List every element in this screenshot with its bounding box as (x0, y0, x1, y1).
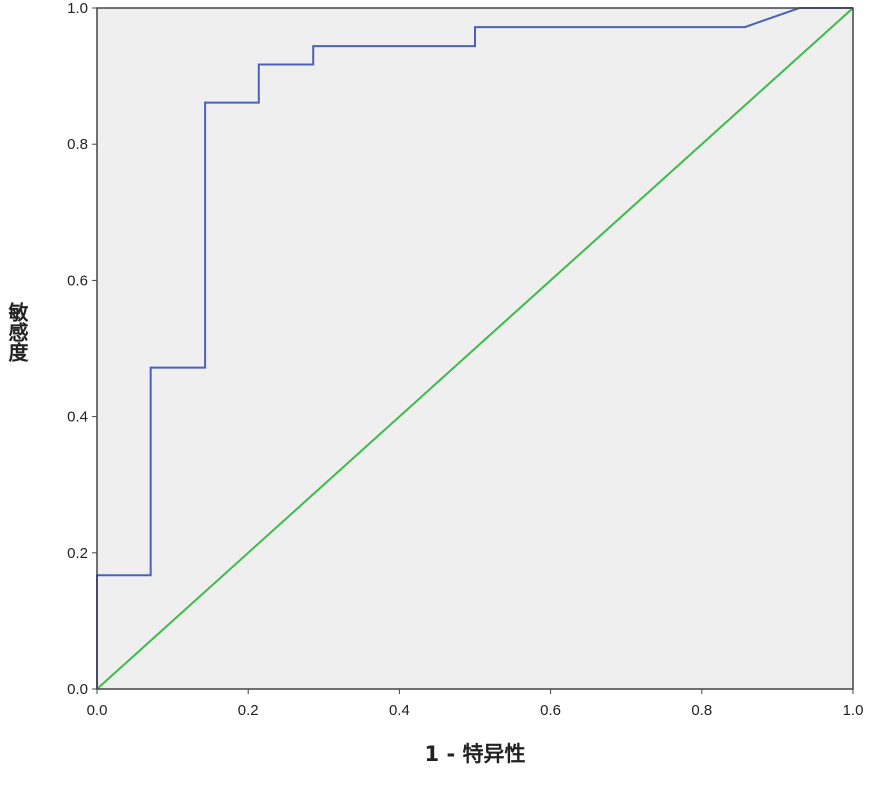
x-tick-label: 0.8 (691, 702, 712, 719)
reference-line (96, 7, 854, 690)
y-tick-label: 0.6 (67, 272, 88, 289)
y-axis-label: 敏感度 (5, 302, 29, 362)
y-tick-label: 1.0 (67, 0, 88, 17)
y-tick-label: 0.8 (67, 136, 88, 153)
x-axis-label: 1 - 特异性 (424, 742, 526, 766)
y-tick-label: 0.0 (67, 681, 88, 698)
x-tick-label: 1.0 (843, 702, 864, 719)
x-tick-label: 0.0 (87, 702, 108, 719)
y-tick-label: 0.2 (67, 545, 88, 562)
x-tick-label: 0.6 (540, 702, 561, 719)
x-tick-label: 0.4 (389, 702, 410, 719)
plot-frame (96, 7, 854, 690)
y-tick-label: 0.4 (67, 409, 88, 426)
x-tick-label: 0.2 (238, 702, 259, 719)
roc-curve (96, 7, 853, 689)
